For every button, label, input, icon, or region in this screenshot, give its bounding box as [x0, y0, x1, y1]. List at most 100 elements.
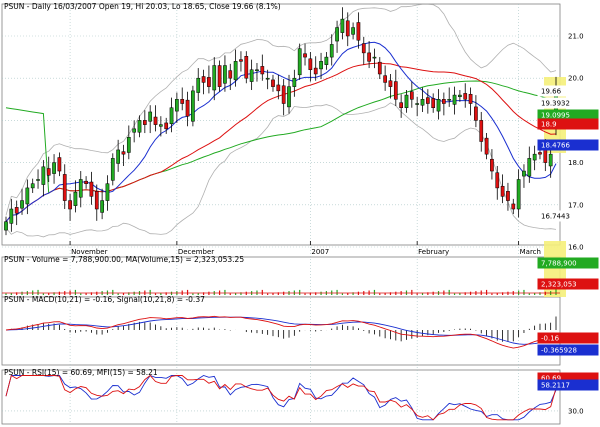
candle-body — [249, 69, 254, 82]
candle-body — [233, 61, 238, 81]
price-tag-text: 18.9 — [541, 121, 557, 129]
volume-bar — [315, 292, 317, 295]
candle-body — [126, 137, 131, 153]
candle-body — [287, 86, 291, 108]
volume-bar — [112, 289, 114, 295]
volume-bar — [496, 292, 498, 295]
candle-body — [340, 18, 345, 33]
candle-body — [148, 111, 153, 122]
volume-tag-text: 2,323,053 — [541, 281, 577, 289]
price-tick-label: 17.0 — [568, 201, 584, 209]
candle-body — [543, 148, 548, 163]
volume-bar — [90, 292, 93, 295]
macd-tag-text: -0.16 — [541, 335, 560, 343]
candle-body — [84, 180, 88, 184]
candle-body — [458, 94, 462, 98]
candle-body — [281, 85, 286, 104]
rsi-tick-label: 30.0 — [568, 407, 584, 415]
candle-body — [164, 122, 169, 130]
volume-bar — [309, 292, 311, 295]
volume-bar — [528, 293, 530, 295]
volume-bar — [272, 292, 274, 295]
candle-body — [121, 151, 126, 155]
candle-body — [185, 99, 190, 117]
volume-bar — [416, 293, 418, 295]
month-label: February — [418, 248, 449, 256]
candle-body — [30, 183, 35, 189]
volume-bar — [277, 292, 279, 295]
rsi-tag-box — [537, 379, 599, 391]
candle-body — [217, 65, 222, 87]
candle-body — [297, 48, 302, 76]
macd-tag-box — [537, 344, 599, 356]
candle-body — [52, 162, 56, 174]
volume-bar — [53, 292, 55, 295]
moving-average-short — [5, 41, 557, 223]
price-tag-box — [537, 118, 599, 130]
candle-body — [393, 81, 398, 100]
volume-bar — [192, 293, 194, 295]
candle-body — [468, 93, 473, 104]
candle-body — [271, 79, 275, 87]
volume-bar — [555, 286, 557, 295]
month-label: 2007 — [311, 248, 329, 256]
candle-body — [479, 120, 484, 142]
candle-body — [367, 52, 371, 62]
candle-body — [100, 200, 104, 213]
candle-body — [324, 56, 329, 65]
candle-body — [495, 172, 500, 189]
volume-bar — [74, 289, 77, 295]
candle-body — [377, 61, 382, 75]
volume-bar — [165, 292, 167, 295]
volume-bar — [389, 292, 392, 295]
price-tag-text: 19.3932 — [541, 100, 570, 108]
volume-bar — [539, 292, 541, 295]
bollinger-upper — [5, 3, 557, 216]
candle-body — [361, 43, 366, 54]
volume-bar — [373, 289, 376, 295]
macd-line — [5, 315, 557, 349]
candle-body — [436, 99, 441, 112]
candle-body — [36, 179, 40, 181]
volume-bar — [453, 293, 456, 295]
price-tick-label: 21.0 — [568, 33, 584, 41]
candle-body — [522, 170, 526, 177]
candle-body — [20, 200, 24, 209]
candle-body — [14, 207, 19, 214]
candle-body — [425, 97, 430, 104]
month-label: November — [71, 248, 108, 256]
volume-bar — [485, 289, 488, 295]
volume-bar — [202, 292, 205, 295]
candle-body — [404, 94, 409, 108]
candle-body — [511, 203, 516, 210]
price-tag-box — [537, 210, 599, 222]
volume-bar — [411, 289, 413, 295]
volume-bar — [421, 292, 424, 295]
volume-bar — [459, 292, 461, 295]
candle-body — [442, 99, 446, 104]
volume-bar — [224, 289, 226, 295]
candle-body — [372, 56, 377, 59]
candle-body — [46, 168, 51, 176]
volume-bar — [336, 289, 338, 295]
candle-body — [538, 152, 542, 155]
volume-bar — [154, 293, 157, 295]
price-tag-text: 19.66 — [541, 88, 562, 96]
candle-body — [292, 77, 297, 87]
candle-body — [415, 103, 420, 105]
volume-bar — [48, 292, 50, 295]
panel-frame-2 — [1, 296, 561, 366]
candle-body — [110, 158, 115, 181]
macd-signal-line — [5, 316, 557, 345]
candle-body — [9, 208, 14, 224]
candle-body — [78, 179, 83, 198]
volume-bar — [122, 292, 125, 295]
volume-bar — [186, 289, 189, 295]
volume-bar — [491, 293, 493, 295]
price-tick-label: 20.0 — [568, 75, 584, 83]
macd-panel-label: PSUN - MACD(10,21) = -0.16, Signal(10,21… — [4, 295, 205, 304]
month-label: March — [520, 248, 541, 256]
price-tick-label: 16.0 — [568, 244, 584, 252]
candle-body — [201, 76, 206, 83]
volume-tag-box — [537, 278, 599, 290]
